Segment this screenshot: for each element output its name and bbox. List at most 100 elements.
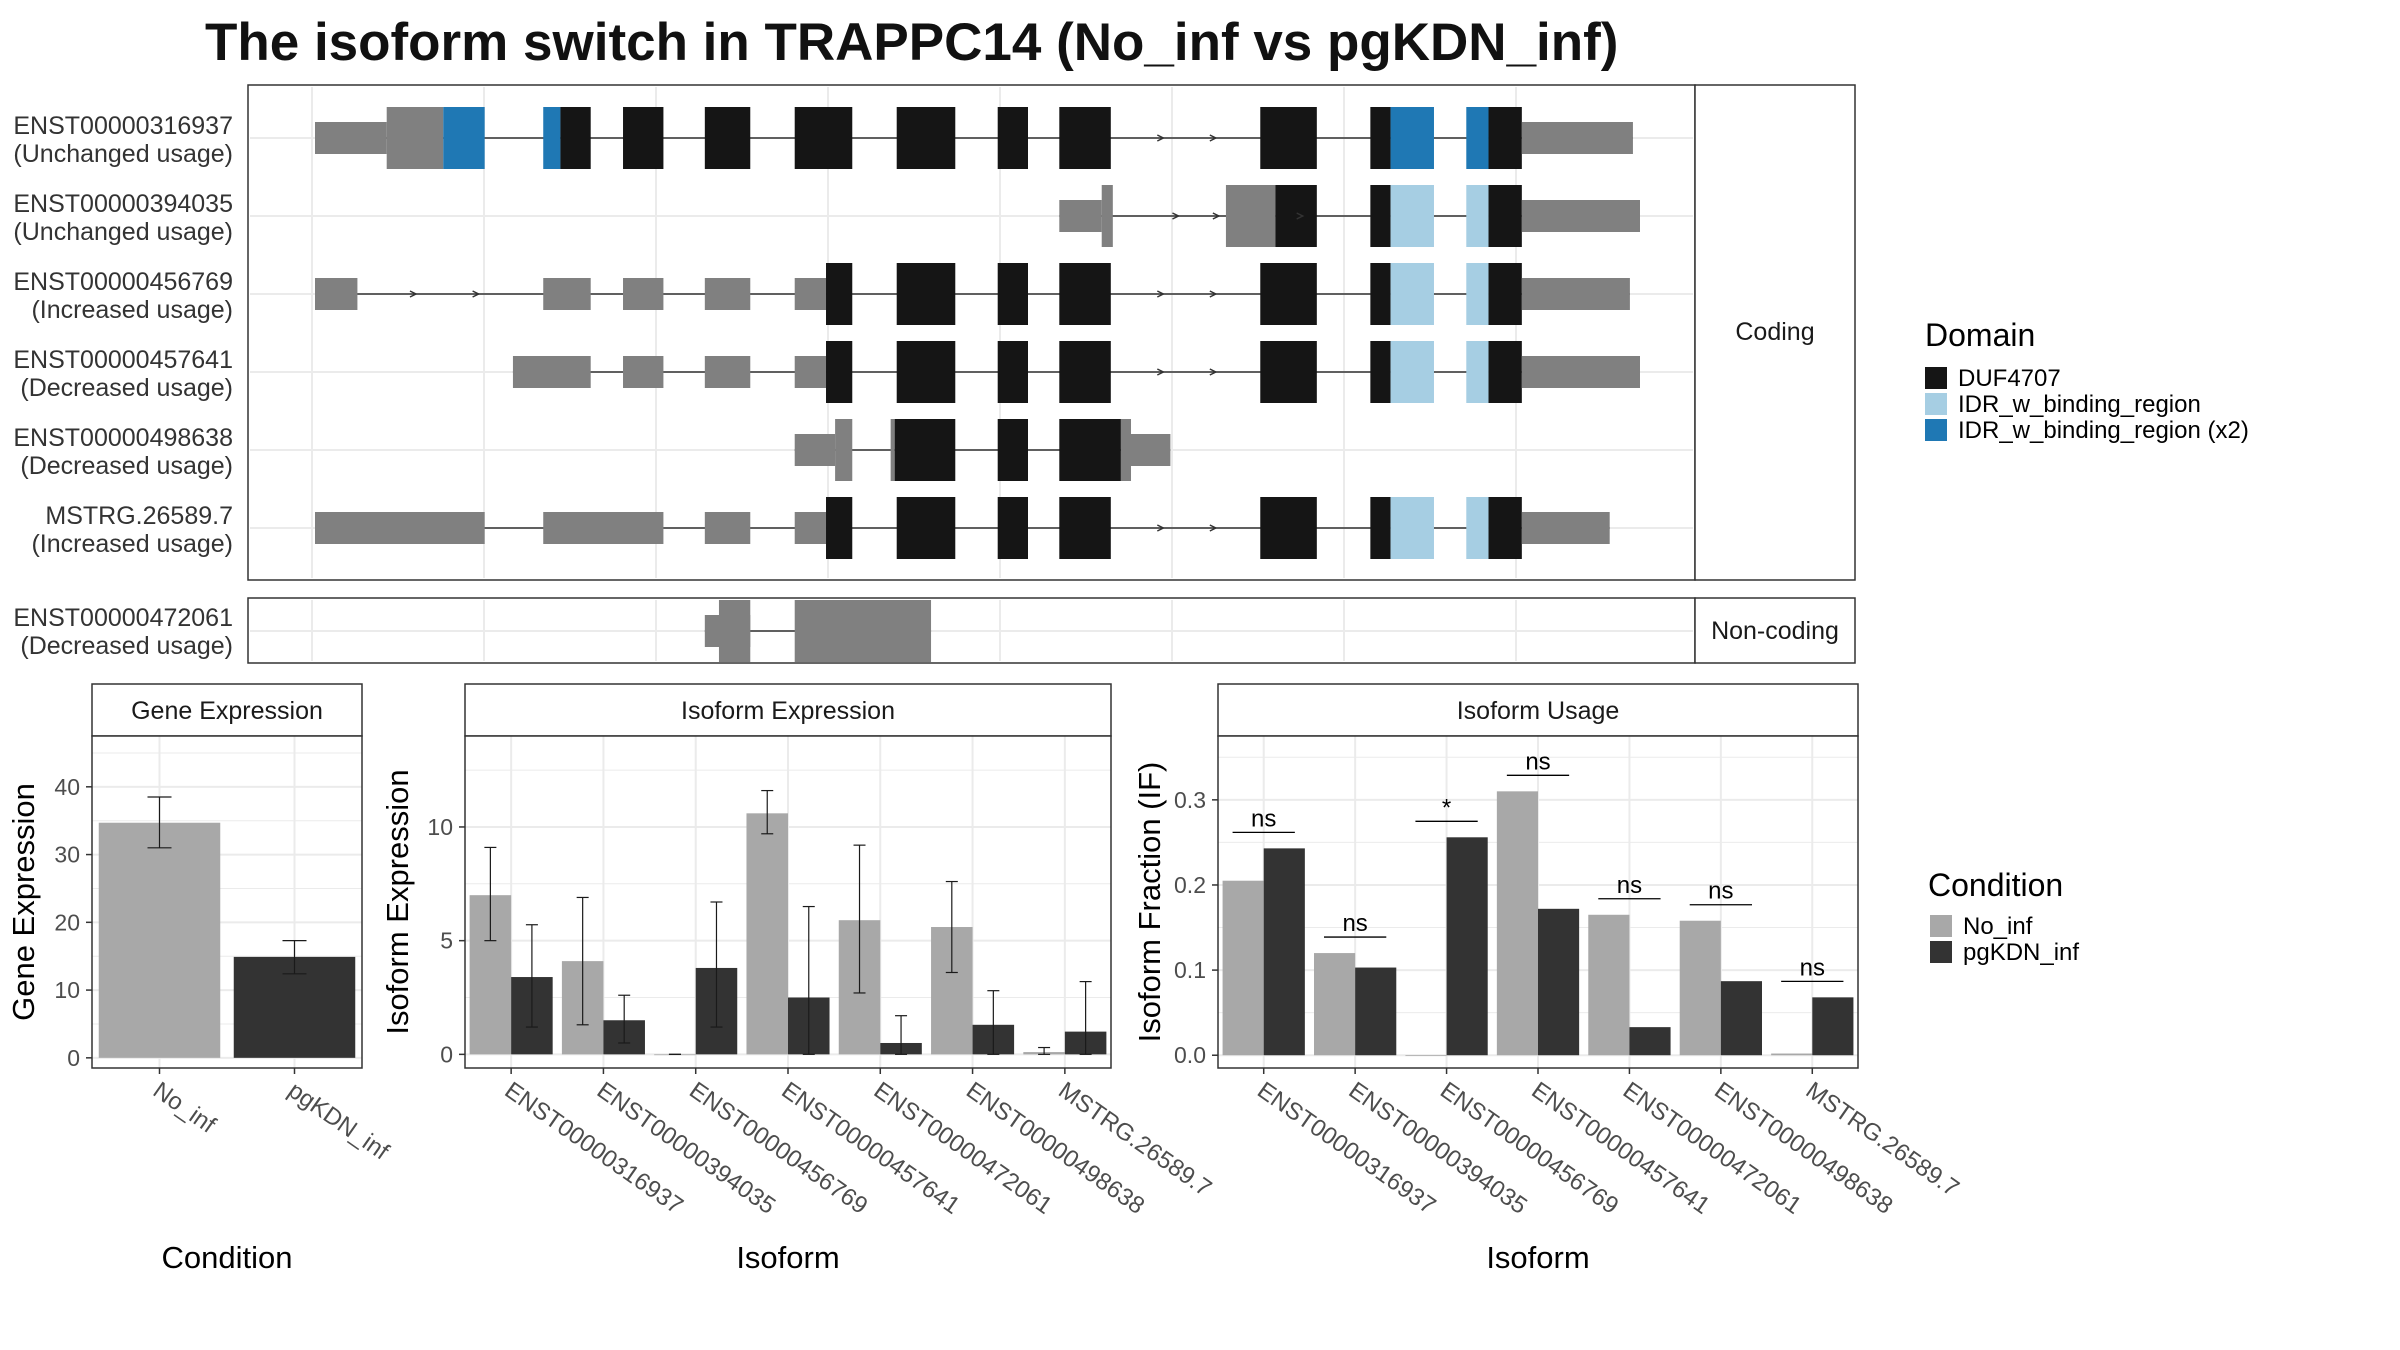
exon-utr-3 [794, 356, 827, 388]
transcript-usage-label: (Increased usage) [31, 530, 233, 558]
y-tick-label-1: 5 [440, 928, 453, 954]
domain-legend-label-0: DUF4707 [1958, 365, 2061, 392]
exon-domain-7 [997, 263, 1028, 325]
exon-domain-5 [623, 107, 664, 169]
isoform-expression-chart: Isoform Expression0510ENST00000316937ENS… [380, 683, 1216, 1275]
strand-arrow-0 [1172, 212, 1181, 220]
gene-expression-chart: Gene Expression 0 10 20 30 40 No_inf pgKDN_inf C… [6, 683, 394, 1275]
transcript-usage-label: (Decreased usage) [20, 374, 233, 402]
bar-No_inf-3 [746, 813, 788, 1055]
exon-domain-12 [1370, 107, 1391, 169]
strand-arrow-0 [1156, 524, 1165, 532]
condition-legend-key-0 [1930, 915, 1952, 937]
strand-arrow-1 [472, 290, 481, 298]
exon-domain-10 [1059, 107, 1111, 169]
transcript-id-label: ENST00000316937 [13, 112, 233, 140]
exon-utr-3 [704, 278, 751, 310]
chart-strip [1217, 683, 1859, 737]
exon-utr-13 [1521, 356, 1640, 388]
exon-domain-4 [826, 341, 853, 403]
exon-domain-14 [1466, 107, 1489, 169]
domain-legend-label-2: IDR_w_binding_region (x2) [1958, 417, 2249, 444]
chart-strip-title: Gene Expression [131, 697, 323, 725]
exon-domain-3 [894, 419, 956, 481]
strand-arrow-2 [1156, 290, 1165, 298]
exon-domain-13 [1488, 263, 1522, 325]
x-tick-label-0: No_inf [148, 1077, 221, 1139]
exon-utr-1 [386, 107, 444, 169]
exon-domain-12 [1466, 263, 1489, 325]
condition-legend-key-1 [1930, 941, 1952, 963]
exon-utr-6 [1120, 419, 1132, 481]
bar-pgKDN_inf-3 [1538, 908, 1580, 1056]
y-tick-label-0: 0 [440, 1041, 453, 1067]
exon-utr-8 [1521, 200, 1640, 232]
exon-domain-5 [1390, 185, 1434, 247]
exon-domain-4 [997, 419, 1028, 481]
exon-domain-5 [896, 497, 956, 559]
transcript-track-3 [250, 341, 1693, 403]
exon-utr-16 [1521, 122, 1633, 154]
strand-arrow-3 [1209, 290, 1218, 298]
exon-domain-3 [1275, 185, 1317, 247]
transcript-track-0 [250, 107, 1693, 169]
domain-legend: Domain DUF4707IDR_w_binding_regionIDR_w_… [1925, 317, 2249, 444]
y-tick-label-1: 10 [54, 977, 80, 1003]
exon-domain-4 [826, 497, 853, 559]
y-tick-label-4: 40 [54, 774, 80, 800]
bar-pgKDN_inf-1 [1355, 967, 1397, 1056]
exon-domain-9 [997, 107, 1028, 169]
exon-utr-3 [794, 512, 827, 544]
exon-utr-13 [1521, 512, 1610, 544]
transcript-usage-label: (Decreased usage) [20, 632, 233, 660]
exon-utr-1 [1101, 185, 1113, 247]
bar-No_inf-0 [1222, 880, 1264, 1056]
exon-domain-7 [1059, 341, 1111, 403]
exon-domain-10 [1390, 497, 1434, 559]
exon-domain-9 [1370, 341, 1391, 403]
y-tick-label-0: 0 [67, 1045, 80, 1071]
noncoding-strip-label: Non-coding [1711, 617, 1839, 645]
chart-strip-title: Isoform Expression [681, 697, 895, 725]
x-axis-title: Isoform [736, 1240, 839, 1275]
bar-pgKDN_inf-4 [1629, 1027, 1671, 1056]
bar-No_inf-5 [1679, 920, 1721, 1056]
y-tick-label-3: 0.3 [1174, 787, 1206, 813]
exon-utr-2 [704, 512, 751, 544]
significance-label-0: ns [1251, 805, 1276, 832]
y-tick-label-3: 30 [54, 842, 80, 868]
coding-strip [1694, 84, 1856, 581]
strand-arrow-0 [409, 290, 418, 298]
exon-utr-1 [543, 278, 591, 310]
domain-legend-key-1 [1925, 393, 1947, 415]
exon-domain-12 [1488, 497, 1522, 559]
transcript-usage-label: (Unchanged usage) [13, 140, 233, 168]
exon-domain-2 [443, 107, 485, 169]
bar-No_inf-3 [1496, 791, 1538, 1056]
exon-domain-8 [896, 107, 956, 169]
exon-utr-0 [512, 356, 591, 388]
condition-legend-label-0: No_inf [1963, 913, 2033, 940]
transcript-track-1 [250, 185, 1693, 247]
exon-domain-6 [997, 497, 1028, 559]
domain-legend-key-2 [1925, 419, 1947, 441]
exon-domain-5 [896, 341, 956, 403]
exon-domain-4 [560, 107, 591, 169]
condition-legend-label-1: pgKDN_inf [1963, 939, 2079, 966]
transcript-labels: ENST00000316937(Unchanged usage) ENST0000… [13, 112, 233, 660]
transcript-id-label: ENST00000498638 [13, 424, 233, 452]
chart-panel-border [91, 735, 363, 1069]
bar-No_inf [98, 822, 221, 1058]
exon-utr-2 [704, 356, 751, 388]
transcript-id-label: ENST00000394035 [13, 190, 233, 218]
strand-arrow-1 [1209, 134, 1218, 142]
y-tick-label-1: 0.1 [1174, 957, 1206, 983]
significance-label-5: ns [1708, 878, 1733, 905]
structure-panel-coding: Coding [247, 84, 1856, 581]
exon-domain-11 [1260, 107, 1317, 169]
significance-label-2: * [1442, 794, 1451, 821]
exon-domain-7 [1488, 185, 1522, 247]
strand-arrow-1 [1212, 212, 1221, 220]
